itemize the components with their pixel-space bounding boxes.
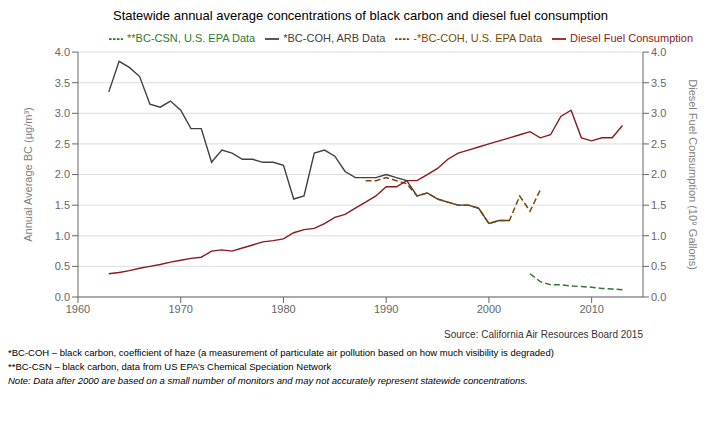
html-text:Statewide annual average conce: Statewide annual average concentrations … — [113, 8, 608, 23]
svg-text:0.0: 0.0 — [55, 291, 70, 303]
svg-text:1970: 1970 — [168, 303, 192, 315]
html-text:**BC-CSN, U.S. EPA Data: **BC-CSN, U.S. EPA Data — [127, 32, 256, 44]
html-text:**BC-CSN – black carbon, data: **BC-CSN – black carbon, data from US EP… — [8, 361, 332, 372]
html-text:Note: Data after 2000 are base: Note: Data after 2000 are based on a sma… — [8, 375, 528, 386]
svg-text:2.0: 2.0 — [55, 168, 70, 180]
html-text:*BC-COH, ARB Data: *BC-COH, ARB Data — [283, 32, 386, 44]
svg-text:3.5: 3.5 — [651, 77, 666, 89]
svg-text:3.5: 3.5 — [55, 77, 70, 89]
svg-text:1.5: 1.5 — [651, 199, 666, 211]
svg-text:1.0: 1.0 — [55, 230, 70, 242]
svg-text:2000: 2000 — [477, 303, 501, 315]
svg-text:1.5: 1.5 — [55, 199, 70, 211]
svg-text:2.0: 2.0 — [651, 168, 666, 180]
svg-text:4.0: 4.0 — [55, 46, 70, 58]
html-text:Source: California Air Resourc: Source: California Air Resources Board 2… — [444, 329, 643, 340]
svg-text:2.5: 2.5 — [651, 138, 666, 150]
svg-text:0.0: 0.0 — [651, 291, 666, 303]
svg-text:3.0: 3.0 — [651, 107, 666, 119]
svg-text:2.5: 2.5 — [55, 138, 70, 150]
svg-text:1.0: 1.0 — [651, 230, 666, 242]
html-text:*BC-COH – black carbon, coeffi: *BC-COH – black carbon, coefficient of h… — [8, 347, 554, 358]
html-text:Diesel Fuel Consumption: Diesel Fuel Consumption — [570, 32, 693, 44]
svg-text:0.5: 0.5 — [55, 260, 70, 272]
svg-text:1960: 1960 — [66, 303, 90, 315]
svg-text:3.0: 3.0 — [55, 107, 70, 119]
svg-text:4.0: 4.0 — [651, 46, 666, 58]
svg-text:1990: 1990 — [374, 303, 398, 315]
svg-text:1980: 1980 — [271, 303, 295, 315]
svg-text:Diesel Fuel Consumption (10⁹ G: Diesel Fuel Consumption (10⁹ Gallons) — [687, 79, 699, 270]
svg-text:0.5: 0.5 — [651, 260, 666, 272]
html-text:-*BC-COH, U.S. EPA Data: -*BC-COH, U.S. EPA Data — [413, 32, 543, 44]
svg-text:Annual Average BC (μg/m³): Annual Average BC (μg/m³) — [22, 107, 34, 242]
svg-text:2010: 2010 — [579, 303, 603, 315]
